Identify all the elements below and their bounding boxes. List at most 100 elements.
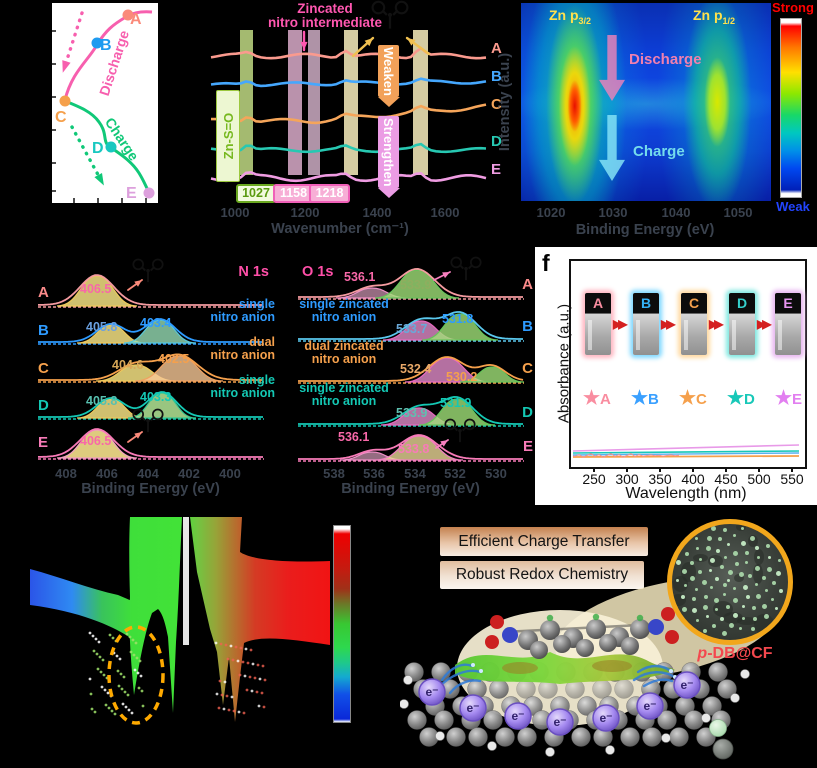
ftir-curves: [210, 30, 487, 183]
e-a-peak2: 533.9: [400, 278, 432, 292]
d-row-c: C: [38, 360, 49, 377]
electron-symbol: e⁻: [680, 678, 693, 692]
d-tick-400: 400: [219, 466, 241, 481]
d-a-peak1: 406.5: [80, 282, 112, 296]
e-molecule-a-icon: [450, 256, 482, 282]
b-tick-1600: 1600: [430, 205, 460, 220]
legend-star-b: ★B: [631, 388, 659, 409]
d-c-peak2: 402.5: [158, 352, 190, 366]
o1s-title: O 1s: [302, 264, 334, 280]
point-label-a: A: [130, 11, 142, 28]
red-arrow-1: ▶▶: [613, 317, 628, 331]
d-anno-c: dual nitro anion: [210, 335, 275, 362]
zincated-title-line1: Zincated: [297, 1, 353, 16]
panel-g-operando-map: [25, 515, 365, 743]
c-discharge-label: Discharge: [629, 51, 702, 68]
d-d-peak1: 405.8: [86, 394, 118, 408]
e-tick-536: 536: [363, 466, 385, 481]
panel-f-letter: f: [542, 250, 550, 276]
p-db-cf-label: p-DB@CF: [697, 645, 773, 662]
colorbar-strong-label: Strong: [772, 0, 814, 15]
d-row-a: A: [38, 284, 49, 301]
e-tick-538: 538: [323, 466, 345, 481]
d-xaxis-label: Binding Energy (eV): [81, 481, 220, 497]
zn-s-o-label: Zn-S=O: [216, 90, 240, 182]
f-tick-550: 550: [780, 471, 804, 487]
cuvette-b: B: [633, 293, 659, 355]
e-tick-534: 534: [404, 466, 426, 481]
efficient-charge-transfer-banner: Efficient Charge Transfer: [440, 527, 648, 556]
d-anno-d: single nitro anion: [210, 373, 275, 400]
d-c-peak1: 404.6: [112, 358, 144, 372]
f-tick-350: 350: [648, 471, 672, 487]
c-yaxis-label: Intensity (a.u.): [497, 52, 513, 152]
e-c-peak1: 532.4: [400, 362, 432, 376]
e-row-d: D: [522, 404, 533, 421]
e-tick-532: 532: [444, 466, 466, 481]
e-c-peak2: 530.2: [446, 370, 478, 384]
curve-label-c: C: [491, 96, 502, 113]
colorbar-weak-label: Weak: [776, 199, 810, 214]
point-label-b: B: [100, 37, 112, 54]
point-label-d: D: [92, 140, 104, 157]
f-tick-250: 250: [582, 471, 606, 487]
electron-symbol: e⁻: [466, 701, 479, 715]
e-e-peak2: 533.8: [398, 442, 430, 456]
c-tick-1050: 1050: [723, 205, 753, 220]
curve-label-b: B: [491, 68, 502, 85]
b-xaxis-label: Wavenumber (cm⁻¹): [271, 221, 409, 237]
c-tick-1030: 1030: [598, 205, 628, 220]
e-row-c: C: [522, 360, 533, 377]
electron-symbol: e⁻: [643, 699, 656, 713]
e-xaxis-label: Binding Energy (eV): [341, 481, 480, 497]
e-anno-d: single zincated nitro anion: [299, 381, 389, 408]
voltage-curves: [52, 9, 155, 203]
e-d-peak2: 531.9: [440, 396, 472, 410]
legend-star-c: ★C: [679, 388, 707, 409]
c-xaxis-label: Binding Energy (eV): [575, 222, 715, 238]
n1s-spectra: [38, 274, 264, 460]
g-colorbar: [333, 525, 351, 723]
robust-redox-chemistry-banner: Robust Redox Chemistry: [440, 561, 644, 589]
o1s-spectra: [298, 267, 525, 462]
badge-1027: 1027: [236, 184, 276, 203]
e-row-e: E: [522, 438, 533, 455]
curve-label-e: E: [491, 161, 502, 178]
d-tick-404: 404: [137, 466, 159, 481]
f-tick-400: 400: [681, 471, 705, 487]
red-arrow-4: ▶▶: [757, 317, 772, 331]
f-xaxis-label: Wavelength (nm): [625, 485, 747, 502]
electron-symbol: e⁻: [511, 709, 524, 723]
cuvette-a: A: [585, 293, 611, 355]
legend-star-d: ★D: [727, 388, 755, 409]
d-tick-402: 402: [178, 466, 200, 481]
legend-star-a: ★A: [583, 388, 611, 409]
strengthen-arrow-label: Strengthen: [378, 116, 399, 188]
e-anno-b: single zincated nitro anion: [299, 297, 389, 324]
panel-f-uvvis: f Absorbance (a.u.) A B C D E ▶▶ ▶▶ ▶▶ ▶…: [535, 247, 817, 505]
f-tick-300: 300: [615, 471, 639, 487]
e-a-peak1: 536.1: [344, 270, 376, 284]
absorbance-baselines: [572, 444, 800, 458]
d-row-b: B: [38, 322, 49, 339]
e-row-b: B: [522, 318, 533, 335]
d-row-d: D: [38, 397, 49, 414]
d-molecule-e-icon: [132, 408, 164, 434]
panel-b-ftir: Zincated nitro intermediate Zn-S=O Weake…: [195, 0, 510, 245]
cuvette-e: E: [775, 293, 801, 355]
d-anno-b: single nitro anion: [210, 297, 275, 324]
electron-symbol: e⁻: [599, 711, 612, 725]
point-label-e: E: [126, 185, 137, 202]
panel-a-voltage-profile: A B C D E Discharge Charge: [52, 3, 158, 203]
uvvis-plot-box: A B C D E ▶▶ ▶▶ ▶▶ ▶▶ ★A ★B ★C ★D ★E: [569, 259, 807, 469]
e-anno-c: dual zincated nitro anion: [304, 339, 384, 366]
c-charge-label: Charge: [633, 143, 685, 160]
c-tick-1040: 1040: [661, 205, 691, 220]
panel-h-schematic: Efficient Charge Transfer Robust Redox C…: [395, 515, 817, 768]
d-tick-408: 408: [55, 466, 77, 481]
zn-p12-label: Zn p1/2: [693, 7, 736, 26]
weaken-arrow-label: Weaken: [378, 45, 399, 97]
b-tick-1200: 1200: [290, 205, 320, 220]
d-b-peak2: 403.4: [140, 316, 172, 330]
intensity-colorbar: [780, 18, 802, 198]
